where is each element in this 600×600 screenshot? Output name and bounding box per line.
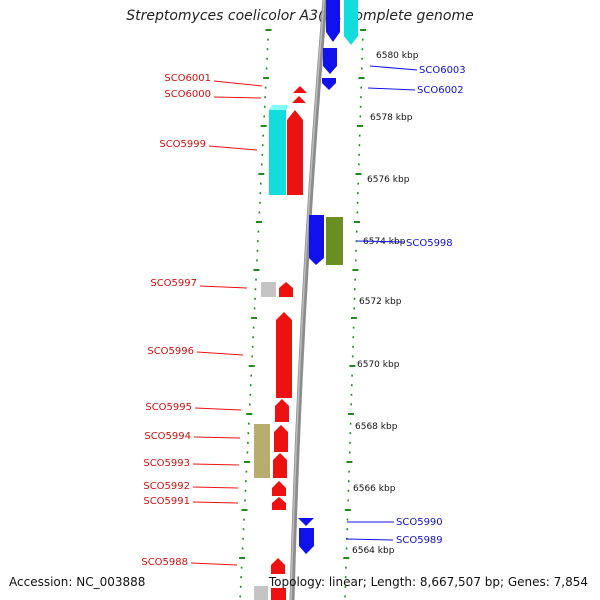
gene-features [254,0,358,600]
label-sco5998[interactable]: SCO5998 [406,238,453,249]
leader-line [193,436,241,439]
gene-sco5988[interactable] [271,558,285,574]
leader-line [196,351,244,356]
leader-line [194,407,242,411]
label-sco6000[interactable]: SCO6000 [164,89,211,100]
map-title: Streptomyces coelicolor A3(2), complete … [126,8,474,24]
gene-bottom-gray[interactable] [254,586,268,600]
leader-line [369,65,418,71]
gene-sco5990[interactable] [298,518,314,526]
gene-block-sco6003-top[interactable] [326,0,340,32]
gene-arrow-sco6002 [322,83,336,90]
gene-sco5997[interactable] [279,282,293,297]
gene-sco5994[interactable] [274,425,288,452]
leader-line [356,240,405,243]
leader-line [208,145,258,151]
gene-bottom-red[interactable] [271,588,286,600]
gene-sco5992[interactable] [272,481,286,496]
label-sco5994[interactable]: SCO5994 [144,431,191,442]
leader-line [192,501,239,504]
leader-line [192,463,240,466]
label-sco5989[interactable]: SCO5989 [396,535,443,546]
gene-block-sco6003[interactable] [323,48,337,66]
leader-line [367,87,416,91]
genome-summary-text: Topology: linear; Length: 8,667,507 bp; … [268,575,588,589]
gene-sco5999-cyan-top [269,105,289,110]
scale-label: 6570 kbp [357,360,400,370]
scale-label: 6580 kbp [376,51,419,61]
accession-text: Accession: NC_003888 [9,575,146,589]
gene-sco6000[interactable] [292,96,306,103]
label-sco6002[interactable]: SCO6002 [417,85,464,96]
gene-sco5991[interactable] [272,497,286,510]
gene-sco5997-gray[interactable] [261,282,276,297]
label-sco5988[interactable]: SCO5988 [141,557,188,568]
leader-line [192,486,239,489]
label-sco5990[interactable]: SCO5990 [396,517,443,528]
gene-sco5994-khaki[interactable] [254,424,270,478]
label-sco5999[interactable]: SCO5999 [159,139,206,150]
genome-backbone [289,0,328,600]
scale-label: 6572 kbp [359,297,402,307]
gene-sco5998-blue-arrow [309,258,324,265]
gene-arrow-sco6003 [323,66,337,74]
label-sco5991[interactable]: SCO5991 [143,496,190,507]
gene-sco5995[interactable] [275,399,289,422]
right-gene-labels: SCO6003 SCO6002 SCO5998 SCO5990 SCO5989 [345,65,466,546]
label-sco5995[interactable]: SCO5995 [145,402,192,413]
gene-sco6001[interactable] [293,86,307,93]
leader-line [190,562,238,566]
leader-line [199,285,248,289]
leader-line [213,80,263,87]
label-sco5997[interactable]: SCO5997 [150,278,197,289]
label-sco6001[interactable]: SCO6001 [164,73,211,84]
gene-sco5989[interactable] [299,528,314,546]
scale-label: 6566 kbp [353,484,396,494]
label-sco5993[interactable]: SCO5993 [143,458,190,469]
label-sco5996[interactable]: SCO5996 [147,346,194,357]
scale-label: 6576 kbp [367,175,410,185]
left-gene-labels: SCO6001 SCO6000 SCO5999 SCO5997 SCO5996 … [141,73,263,568]
gene-sco5996[interactable] [276,312,292,398]
gene-sco5999[interactable] [287,110,303,195]
gene-sco5989-arrow [299,546,314,554]
gene-sco5999-cyan[interactable] [269,110,286,195]
label-sco6003[interactable]: SCO6003 [419,65,466,76]
gene-arrow-cyan-top [344,36,358,45]
label-sco5992[interactable]: SCO5992 [143,481,190,492]
scale-label: 6564 kbp [352,546,395,556]
gene-block-sco6002[interactable] [322,78,336,83]
leader-line [213,96,262,99]
scale-label: 6568 kbp [355,422,398,432]
right-tick-column [343,29,367,598]
gene-sco5998-olive[interactable] [326,217,343,265]
gene-sco5998-blue[interactable] [309,215,324,258]
left-tick-column [239,29,272,598]
genome-backbone-highlight [290,0,325,600]
gene-sco5993[interactable] [273,453,287,478]
gene-block-cyan-top[interactable] [344,0,358,36]
leader-line [345,538,394,541]
scale-label: 6578 kbp [370,113,413,123]
gene-arrow-sco6003-top [326,32,340,42]
